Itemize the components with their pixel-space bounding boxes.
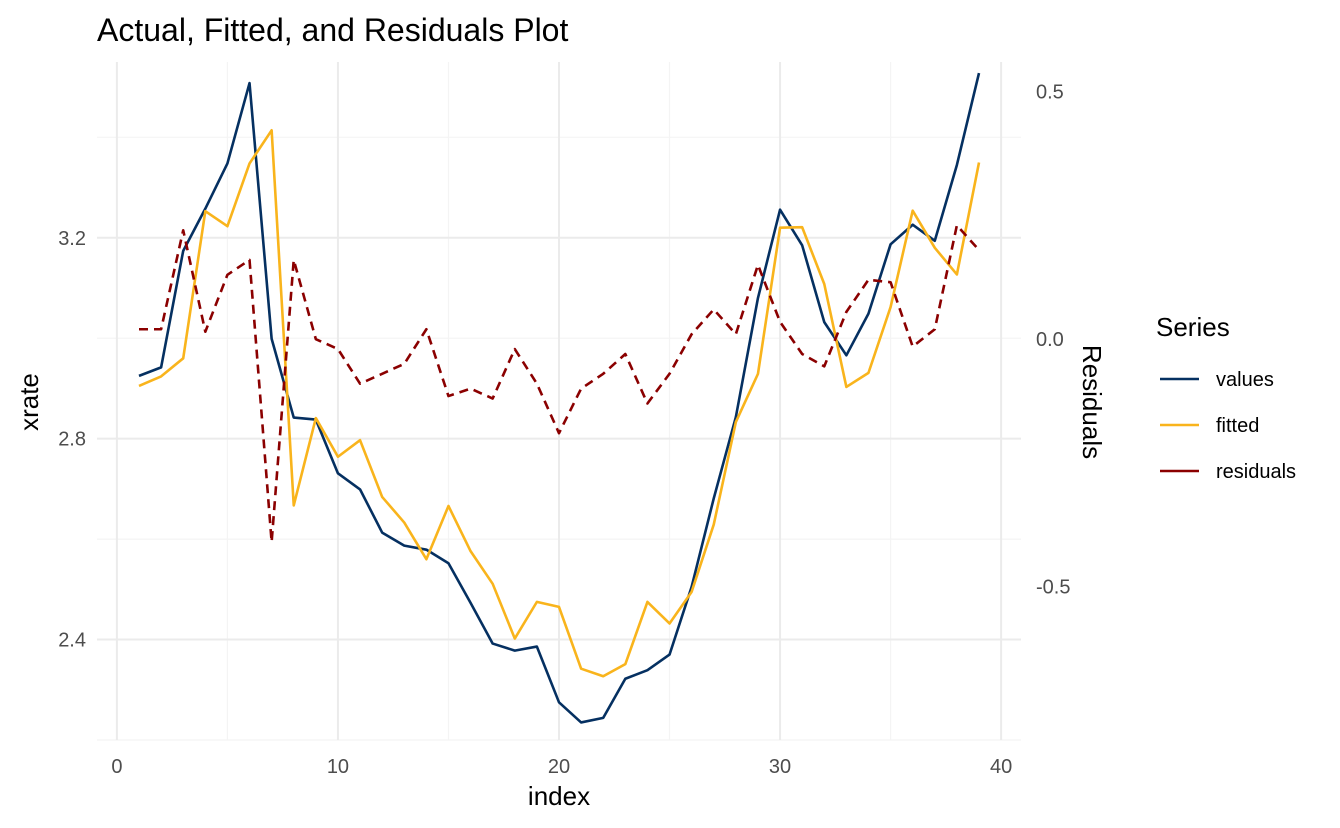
series-line-fitted: [138, 129, 981, 678]
y-tick-label: 2.4: [58, 630, 86, 652]
tick-labels: 0 10 20 30 40 2.4 2.8 3.2 -0.5 0.0 0.5: [58, 82, 1070, 778]
legend-item-values: values: [1160, 369, 1274, 391]
series-lines: [138, 72, 981, 724]
x-tick-label: 40: [990, 756, 1012, 778]
x-tick-label: 30: [769, 756, 791, 778]
y2-tick-label: 0.5: [1036, 82, 1064, 104]
series-line-residuals: [139, 224, 980, 544]
y2-axis-title: Residuals: [1077, 345, 1107, 459]
x-tick-label: 0: [111, 756, 122, 778]
legend-label-residuals: residuals: [1216, 461, 1296, 483]
legend: Series values fitted residuals: [1156, 312, 1296, 483]
y-axis-title: xrate: [14, 373, 44, 431]
y2-tick-label: 0.0: [1036, 329, 1064, 351]
legend-item-fitted: fitted: [1160, 415, 1259, 437]
y-tick-label: 3.2: [58, 228, 86, 250]
x-axis-title: index: [528, 781, 590, 811]
legend-label-fitted: fitted: [1216, 415, 1259, 437]
legend-item-residuals: residuals: [1160, 461, 1296, 483]
grid: [97, 62, 1021, 741]
series-line-values: [138, 72, 981, 724]
y-tick-label: 2.8: [58, 429, 86, 451]
legend-label-values: values: [1216, 369, 1274, 391]
x-tick-label: 10: [327, 756, 349, 778]
x-tick-label: 20: [548, 756, 570, 778]
legend-items: values fitted residuals: [1160, 369, 1296, 483]
chart-title: Actual, Fitted, and Residuals Plot: [97, 12, 568, 48]
legend-title: Series: [1156, 312, 1230, 342]
y2-tick-label: -0.5: [1036, 577, 1070, 599]
